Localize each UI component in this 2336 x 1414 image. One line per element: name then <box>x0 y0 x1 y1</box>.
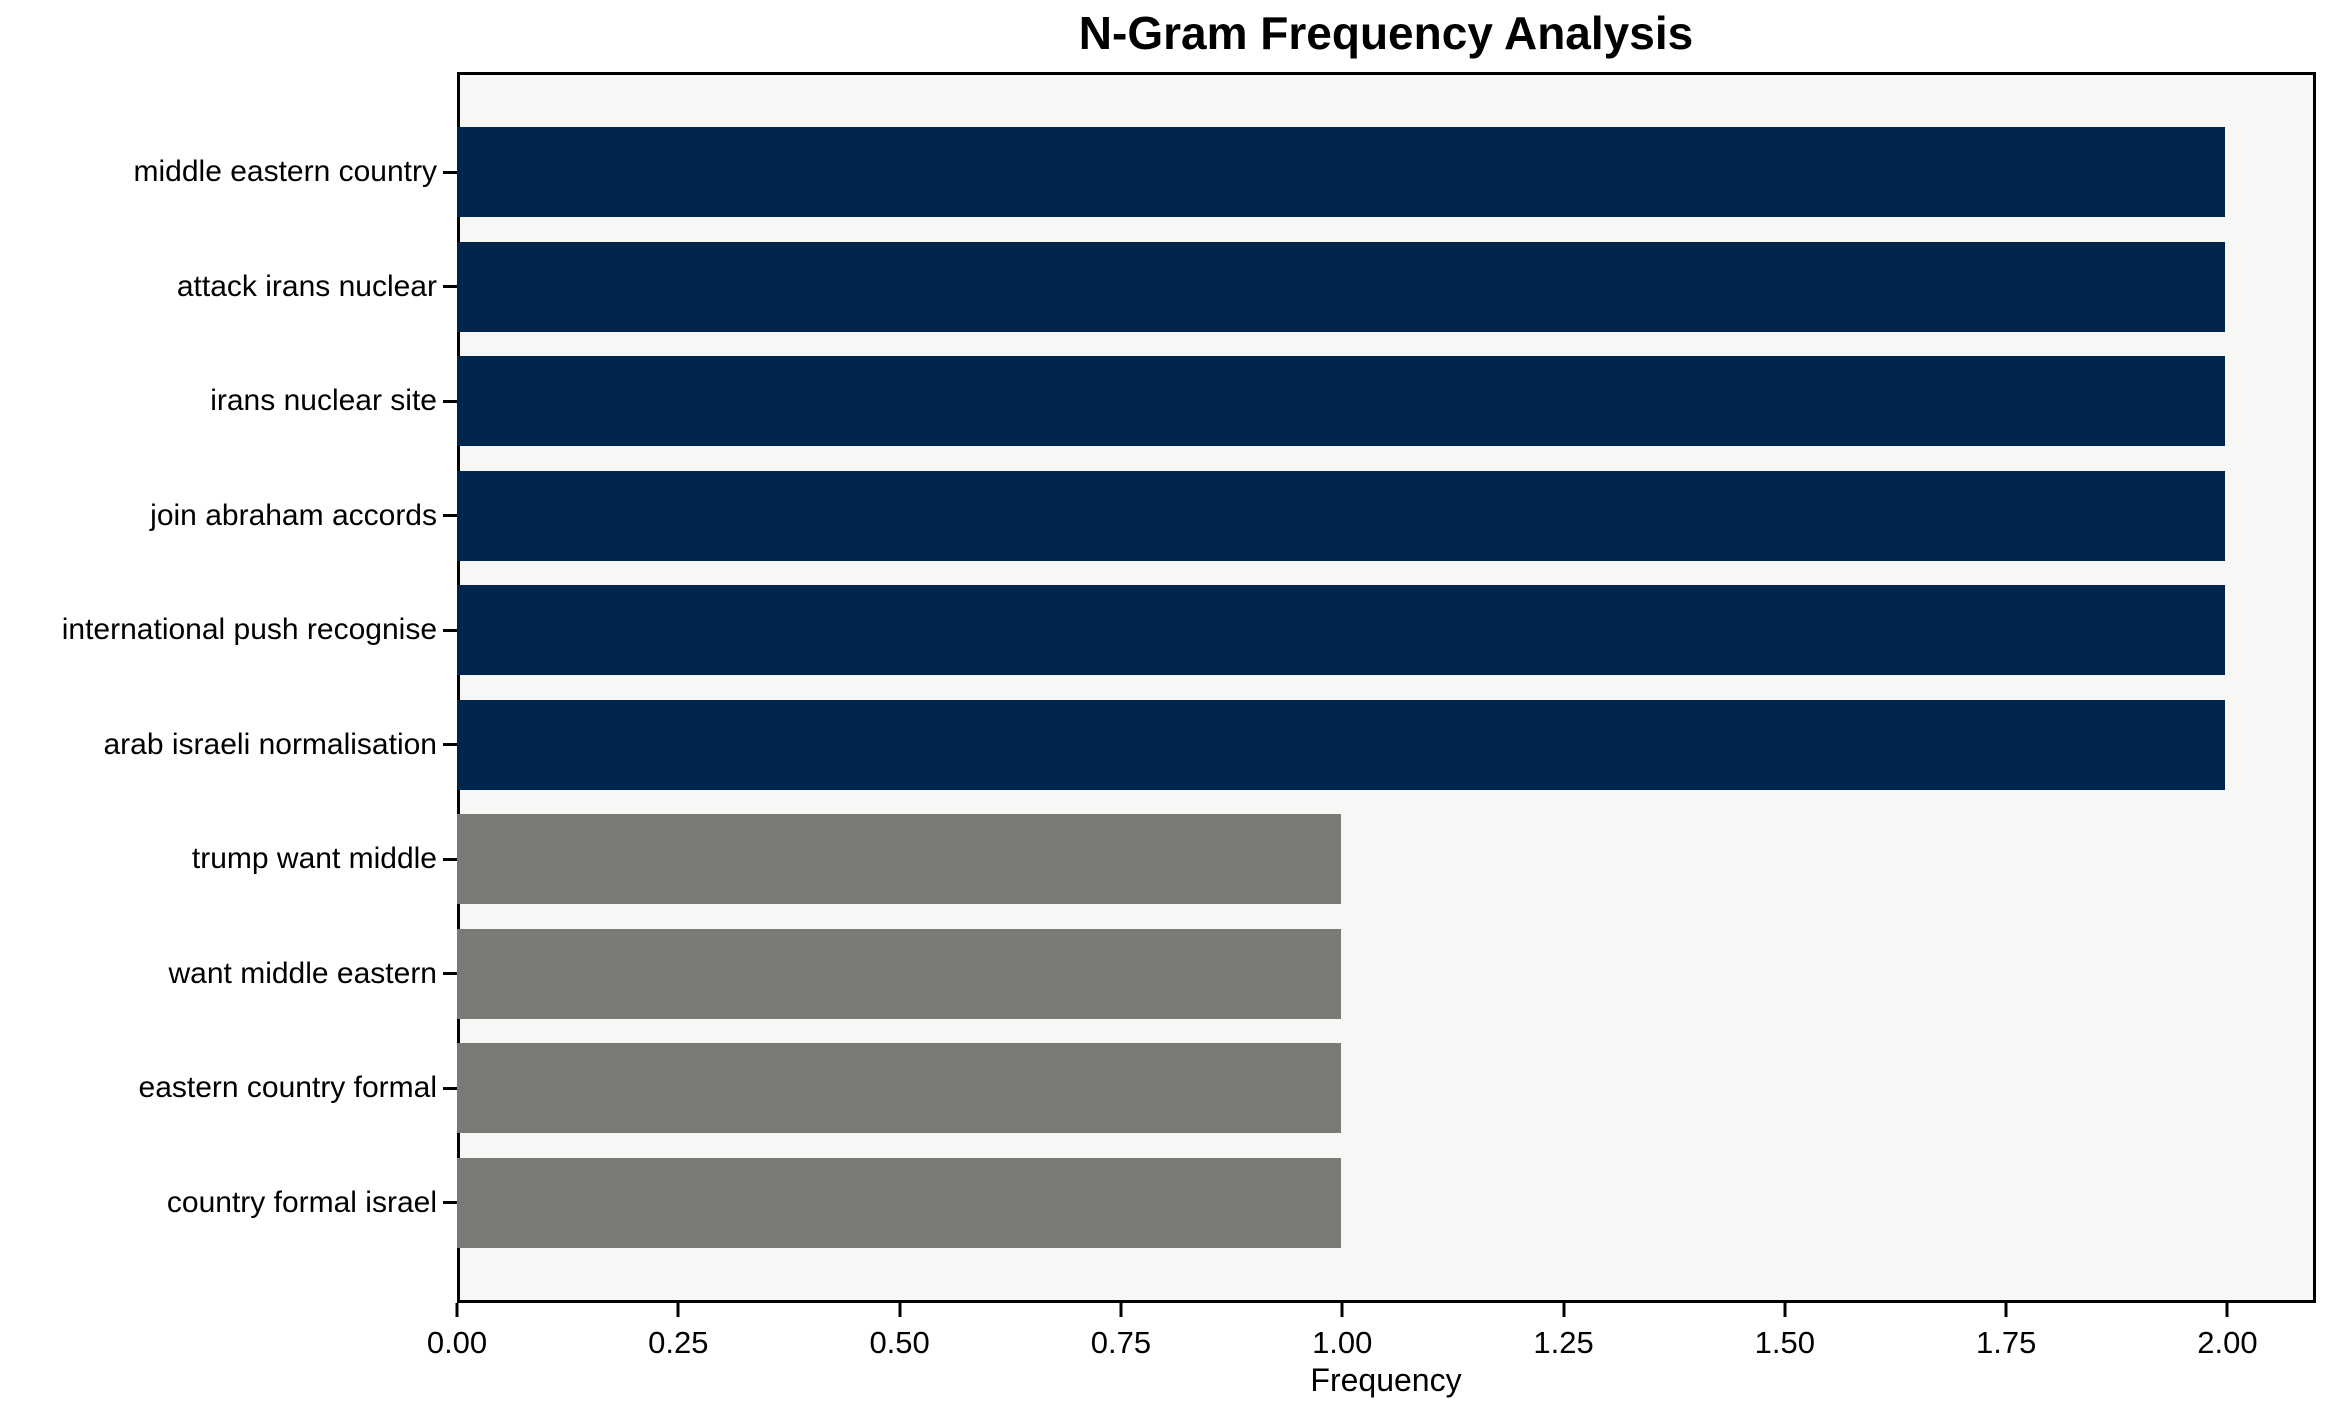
bar <box>457 241 2225 332</box>
x-tick-label: 0.00 <box>426 1325 488 1360</box>
bar-row: arab israeli normalisation <box>0 699 2313 790</box>
bar-area <box>457 470 2313 561</box>
x-tick-label: 1.50 <box>1754 1325 1816 1360</box>
x-tick-label: 0.25 <box>648 1325 709 1360</box>
x-tick-mark <box>898 1303 902 1317</box>
y-axis-label: want middle eastern <box>168 956 437 990</box>
x-tick-label: 1.00 <box>1312 1325 1373 1360</box>
y-tick-mark <box>443 1086 457 1090</box>
y-axis-label: trump want middle <box>191 842 437 876</box>
x-tick-label: 2.00 <box>2197 1325 2258 1360</box>
bar-area <box>457 928 2313 1019</box>
y-tick-mark <box>443 972 457 976</box>
y-tick-mark <box>443 743 457 747</box>
bar <box>457 814 1341 905</box>
x-tick-mark <box>455 1303 459 1317</box>
bar <box>457 470 2225 561</box>
x-tick-label: 0.75 <box>1090 1325 1152 1360</box>
bar-area <box>457 241 2313 332</box>
y-tick-mark <box>443 399 457 403</box>
x-axis-label: Frequency <box>1310 1362 1462 1398</box>
bar-area <box>457 699 2313 790</box>
bar <box>457 356 2225 447</box>
y-axis-label: arab israeli normalisation <box>103 727 438 761</box>
bar-area <box>457 356 2313 447</box>
y-axis-label: eastern country formal <box>138 1071 437 1105</box>
x-tick-label: 1.75 <box>1975 1325 2037 1360</box>
y-axis-label: irans nuclear site <box>210 384 437 418</box>
bar-area <box>457 585 2313 676</box>
y-axis-label: country formal israel <box>166 1185 437 1219</box>
x-tick-mark <box>1562 1303 1566 1317</box>
x-tick-mark <box>1340 1303 1344 1317</box>
x-tick-mark <box>2004 1303 2008 1317</box>
y-tick-mark <box>443 285 457 289</box>
x-tick-mark <box>1119 1303 1123 1317</box>
chart-title: N-Gram Frequency Analysis <box>1078 7 1694 59</box>
y-tick-mark <box>443 628 457 632</box>
y-tick-mark <box>443 1201 457 1205</box>
bar <box>457 585 2225 676</box>
bar <box>457 928 1341 1019</box>
x-tick-mark <box>1783 1303 1787 1317</box>
bar-row: want middle eastern <box>0 928 2313 1019</box>
y-axis-label: attack irans nuclear <box>176 269 437 303</box>
bar-area <box>457 1157 2313 1248</box>
bar-row: attack irans nuclear <box>0 241 2313 332</box>
bar-area <box>457 127 2313 217</box>
bar-row: country formal israel <box>0 1157 2313 1248</box>
y-tick-mark <box>443 514 457 518</box>
y-axis-label: middle eastern country <box>133 155 438 188</box>
bar <box>457 127 2225 217</box>
y-tick-mark <box>443 170 457 174</box>
y-tick-mark <box>443 857 457 861</box>
bar <box>457 1043 1341 1134</box>
x-tick-label: 1.25 <box>1533 1325 1594 1360</box>
x-tick-mark <box>2225 1303 2229 1317</box>
bar-area <box>457 1043 2313 1134</box>
x-axis-ticks: 0.00 0.25 0.50 0.75 1.00 1.25 1.50 1.75 2.00 <box>427 1303 2316 1373</box>
y-axis-label: join abraham accords <box>150 498 437 532</box>
bar-row: join abraham accords <box>0 470 2313 561</box>
bar-row: international push recognise <box>0 585 2313 676</box>
bar-row: middle eastern country <box>0 127 2313 217</box>
bar-row: irans nuclear site <box>0 356 2313 447</box>
bar-row: trump want middle <box>0 814 2313 905</box>
y-axis-label: international push recognise <box>61 613 437 647</box>
x-tick-label: 0.50 <box>869 1325 930 1360</box>
bar-rows-container: middle eastern country attack irans nucle… <box>0 75 2313 1300</box>
bar <box>457 699 2225 790</box>
x-tick-mark <box>676 1303 680 1317</box>
bar-area <box>457 814 2313 905</box>
bar <box>457 1157 1341 1248</box>
bar-row: eastern country formal <box>0 1043 2313 1134</box>
